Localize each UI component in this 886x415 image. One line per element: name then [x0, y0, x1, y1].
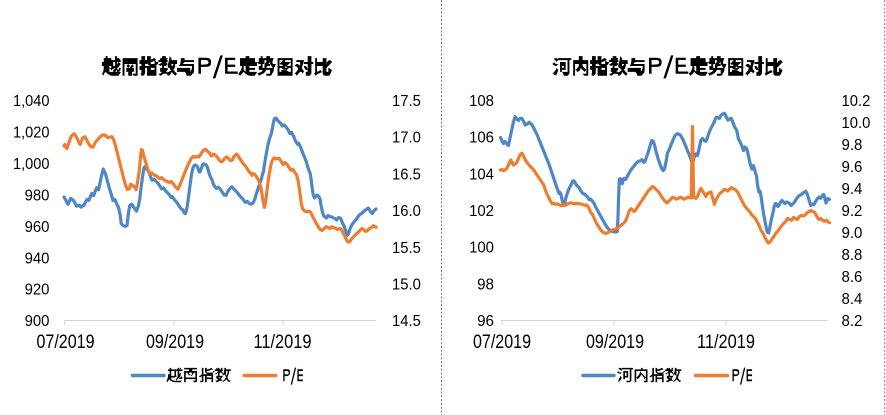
svg-text:07/2019: 07/2019 [37, 331, 95, 353]
svg-text:15.0: 15.0 [392, 277, 421, 294]
svg-text:100: 100 [469, 240, 494, 257]
svg-text:11/2019: 11/2019 [254, 331, 312, 353]
svg-text:96: 96 [477, 313, 494, 330]
svg-text:104: 104 [469, 166, 494, 183]
svg-text:11/2019: 11/2019 [697, 331, 755, 353]
svg-text:10.0: 10.0 [842, 115, 871, 132]
svg-text:10.2: 10.2 [842, 93, 871, 110]
svg-text:940: 940 [25, 250, 50, 267]
svg-text:1,000: 1,000 [13, 156, 50, 173]
svg-text:8.4: 8.4 [842, 291, 863, 308]
svg-text:17.0: 17.0 [392, 130, 421, 147]
svg-text:17.5: 17.5 [392, 93, 421, 110]
svg-text:16.0: 16.0 [392, 203, 421, 220]
svg-text:108: 108 [469, 93, 494, 110]
svg-text:960: 960 [25, 219, 50, 236]
svg-text:980: 980 [25, 187, 50, 204]
svg-text:9.6: 9.6 [842, 159, 863, 176]
svg-text:9.0: 9.0 [842, 225, 863, 242]
svg-text:9.2: 9.2 [842, 203, 863, 220]
svg-text:8.2: 8.2 [842, 313, 863, 330]
svg-text:8.6: 8.6 [842, 269, 863, 286]
svg-text:8.8: 8.8 [842, 247, 863, 264]
svg-text:15.5: 15.5 [392, 240, 421, 257]
svg-text:106: 106 [469, 130, 494, 147]
svg-text:09/2019: 09/2019 [586, 331, 644, 353]
svg-text:900: 900 [25, 313, 50, 330]
svg-text:9.8: 9.8 [842, 137, 863, 154]
svg-text:1,040: 1,040 [13, 93, 50, 110]
svg-text:16.5: 16.5 [392, 166, 421, 183]
svg-text:09/2019: 09/2019 [146, 331, 204, 353]
svg-text:9.4: 9.4 [842, 181, 863, 198]
svg-text:07/2019: 07/2019 [473, 331, 531, 353]
svg-text:102: 102 [469, 203, 494, 220]
svg-text:98: 98 [477, 276, 494, 293]
svg-text:1,020: 1,020 [13, 124, 50, 141]
svg-text:920: 920 [25, 282, 50, 299]
svg-text:14.5: 14.5 [392, 313, 421, 330]
